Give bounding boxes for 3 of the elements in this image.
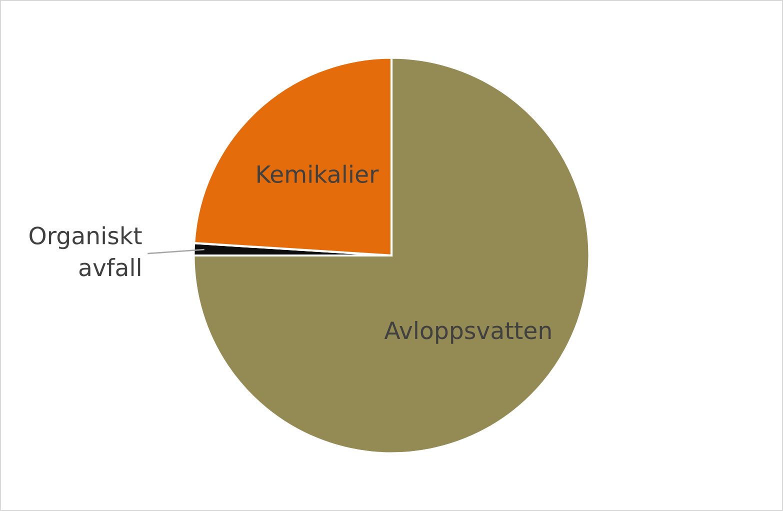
- slice-label: Kemikalier: [258, 164, 379, 184]
- slice-label: Avloppsvatten: [384, 321, 551, 344]
- slice-label: Organiskt avfall: [30, 226, 142, 276]
